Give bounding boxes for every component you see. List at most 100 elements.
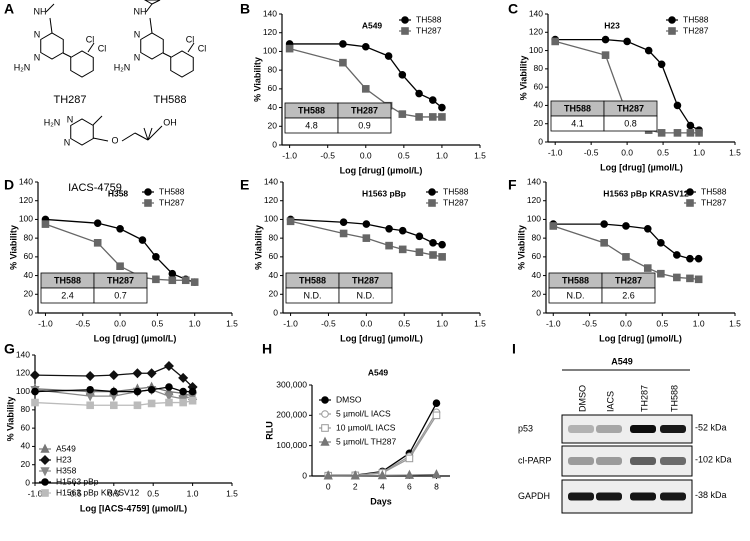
size-label: -38 kDa [695, 490, 727, 500]
atom-label: N [134, 29, 141, 39]
data-point [179, 387, 187, 396]
lane-label: TH287 [639, 385, 649, 412]
legend-marker [321, 424, 329, 432]
y-tick-label: 60 [24, 251, 34, 261]
data-point [549, 222, 558, 230]
data-point [110, 401, 118, 410]
y-tick-label: 20 [532, 289, 542, 299]
x-tick-label: -0.5 [320, 150, 335, 160]
data-point [31, 398, 39, 407]
data-point [398, 245, 407, 254]
compound-name: TH287 [53, 94, 86, 106]
x-tick-label: -0.5 [67, 488, 82, 498]
table-header: TH287 [107, 275, 134, 285]
legend-marker [40, 467, 50, 477]
data-point [428, 113, 437, 121]
y-tick-label: 300,000 [276, 379, 307, 389]
data-point [686, 254, 694, 263]
data-point [178, 372, 189, 383]
legend-marker [320, 436, 330, 446]
table-header: TH287 [351, 105, 378, 115]
data-point [429, 251, 437, 259]
x-tick-label: 0.0 [621, 147, 633, 157]
legend-label: H358 [56, 465, 77, 475]
data-point [132, 368, 143, 379]
table-header: TH588 [562, 275, 589, 285]
table-value: 4.1 [571, 118, 584, 128]
bond [145, 3, 153, 13]
x-tick-label: -0.5 [321, 318, 336, 328]
y-tick-label: 0 [302, 470, 307, 480]
data-point [29, 370, 41, 381]
data-point [686, 121, 695, 130]
band [660, 492, 686, 501]
x-tick-label: -1.0 [546, 318, 561, 328]
y-tick-label: 0 [538, 136, 543, 146]
y-axis-label: RLU [264, 421, 274, 440]
data-point [41, 220, 50, 228]
atom-label: Cl [86, 34, 95, 44]
row-label: cl-PARP [518, 455, 551, 465]
atom-label: H₂N [114, 62, 131, 72]
table-cell [337, 117, 392, 134]
x-tick-label: -0.5 [582, 318, 597, 328]
x-tick-label: 0.5 [147, 488, 159, 498]
table-value: 4.8 [305, 120, 318, 130]
y-tick-label: 20 [268, 121, 278, 131]
data-point [188, 396, 197, 405]
y-tick-label: 100 [263, 46, 277, 56]
panel-letter: B [240, 1, 250, 17]
series-line [289, 43, 443, 109]
legend-marker [401, 16, 409, 24]
y-tick-label: 100,000 [276, 440, 307, 450]
x-axis-label: Log [drug] (µmol/L) [599, 333, 682, 343]
bond [187, 42, 195, 53]
bond [134, 132, 149, 141]
legend-label: TH588 [443, 186, 469, 196]
bond [121, 132, 136, 142]
legend-marker [668, 16, 676, 24]
y-axis-label: % Viability [8, 225, 18, 270]
data-point [551, 37, 559, 46]
data-point [384, 52, 393, 60]
data-point [432, 399, 441, 408]
bond [143, 127, 149, 141]
legend-label: 5 µmol/L TH287 [336, 436, 396, 446]
x-tick-label: 6 [407, 481, 412, 491]
x-tick-label: 0.0 [108, 488, 120, 498]
data-point [323, 470, 333, 480]
atom-label: H₂N [14, 62, 31, 72]
data-point [657, 239, 665, 247]
data-point [415, 248, 424, 256]
data-point [643, 264, 652, 272]
x-tick-label: 1.0 [693, 147, 705, 157]
data-point [622, 222, 630, 230]
x-tick-label: 0.5 [398, 318, 410, 328]
table-header: TH287 [615, 275, 642, 285]
data-point [657, 269, 665, 278]
y-tick-label: 20 [534, 118, 544, 128]
y-tick-label: 20 [269, 289, 279, 299]
y-tick-label: 40 [532, 270, 542, 280]
y-tick-label: 40 [269, 270, 279, 280]
panel-letter: I [512, 341, 516, 357]
data-point [163, 360, 174, 371]
lane-label: TH588 [669, 385, 679, 412]
x-tick-label: -1.0 [282, 150, 297, 160]
compound-name: TH588 [153, 94, 186, 106]
y-axis-label: % Viability [5, 397, 15, 442]
chart-title: H358 [108, 188, 129, 198]
data-point [147, 399, 156, 408]
x-axis-label: Log [drug] (µmol/L) [600, 162, 683, 172]
band [596, 425, 622, 433]
atom-label: N [34, 52, 41, 62]
legend-marker [686, 188, 694, 196]
x-tick-label: 0.0 [620, 318, 632, 328]
atom-label: H₂N [44, 117, 61, 127]
data-point [404, 469, 415, 479]
x-tick-label: 0 [326, 481, 331, 491]
panel-letter: G [4, 341, 15, 357]
data-point [398, 110, 407, 118]
data-point [385, 241, 393, 250]
